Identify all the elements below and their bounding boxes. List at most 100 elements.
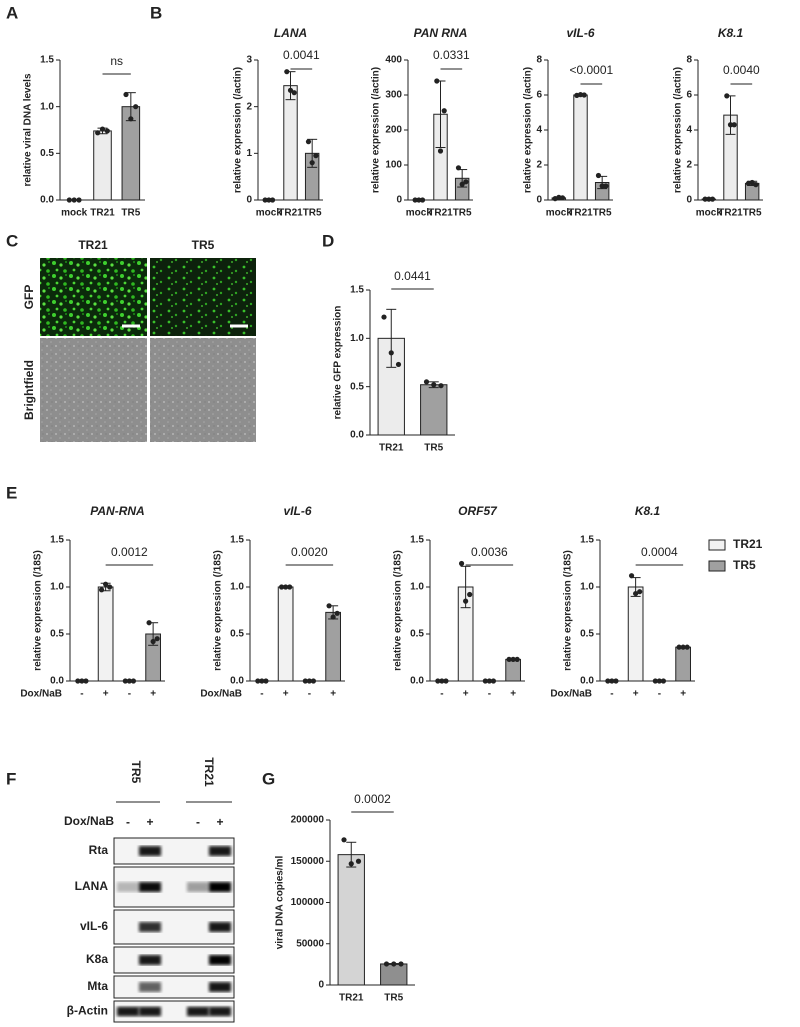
chart: 0.0 0.5 1.0 1.5 relative GFP expression TR21 T…	[333, 269, 455, 454]
y-axis-label: viral DNA copies/ml	[275, 856, 286, 950]
significance-label: 0.0004	[641, 545, 678, 559]
data-point	[684, 644, 690, 650]
blot-band	[187, 882, 209, 892]
x-tick-label: +	[463, 689, 469, 700]
data-point	[731, 122, 737, 128]
data-point	[306, 678, 312, 684]
western-blot: TR5 TR21 Dox/NaB - + - + Rta LANA vIL-6 K8a…	[64, 757, 235, 1023]
y-tick-label: 0.5	[50, 629, 64, 640]
group-label: TR5	[129, 761, 143, 784]
data-point	[150, 638, 156, 645]
chart: 0.0 0.5 1.0 1.5 relative expression (/18S) vI…	[200, 504, 345, 700]
data-point	[727, 122, 734, 128]
y-tick-label: 0.0	[230, 676, 244, 687]
y-tick-label: 0.5	[580, 629, 594, 640]
y-tick-label: 0.0	[580, 676, 594, 687]
blot-band	[139, 922, 161, 932]
x-tick-label: -	[80, 689, 83, 700]
x-tick-label: +	[330, 689, 336, 700]
bar	[277, 586, 294, 682]
data-point	[122, 678, 128, 684]
x-tick-label: TR5	[303, 208, 322, 219]
data-point	[463, 598, 469, 604]
chart-title: vIL-6	[283, 504, 311, 518]
y-tick-label: 0.5	[230, 629, 244, 640]
data-point	[510, 656, 516, 662]
data-point	[383, 961, 390, 967]
y-tick-label: 1.0	[410, 582, 424, 593]
data-point	[291, 90, 297, 96]
y-tick-label: 1	[246, 148, 252, 159]
treatment-label: Dox/NaB	[64, 814, 114, 828]
data-point	[128, 116, 134, 122]
chart-title: PAN-RNA	[90, 504, 144, 518]
y-tick-label: 6	[686, 90, 692, 101]
chart: 0 50000 100000 150000 200000 viral DNA copies…	[275, 792, 415, 1004]
y-axis-label: relative expression (/18S)	[393, 550, 404, 671]
blot-row-label: LANA	[75, 879, 109, 893]
legend-label: TR21	[733, 537, 763, 551]
bar	[675, 646, 691, 682]
bar	[420, 384, 448, 436]
y-tick-label: 8	[686, 55, 692, 66]
x-tick-label: TR5	[743, 208, 762, 219]
data-point	[348, 861, 354, 867]
y-axis-label: relative expression (/actin)	[371, 67, 382, 193]
data-point	[437, 148, 444, 154]
data-point	[255, 678, 261, 684]
legend-swatch	[708, 560, 726, 572]
data-point	[284, 69, 290, 75]
error-bar	[386, 308, 397, 368]
data-point	[66, 197, 72, 203]
data-point	[438, 383, 444, 389]
bar	[380, 963, 408, 986]
data-point	[506, 656, 512, 662]
x-tick-label: TR5	[593, 208, 612, 219]
bar	[283, 85, 298, 201]
x-tick-label: TR21	[90, 208, 115, 219]
chart-title: LANA	[274, 26, 307, 40]
y-tick-label: 200	[385, 125, 402, 136]
significance-label: 0.0040	[723, 63, 760, 77]
chart: 0.0 0.5 1.0 1.5 relative expression (/18S) K8…	[550, 504, 762, 699]
blot-band	[139, 955, 161, 965]
blot-strip	[113, 975, 235, 999]
y-tick-label: 0.0	[50, 676, 64, 687]
x-tick-label: +	[150, 689, 156, 700]
y-axis-label: relative expression (/actin)	[523, 67, 534, 193]
data-point	[269, 197, 276, 203]
data-point	[439, 678, 445, 684]
panel-label: D	[322, 231, 334, 250]
data-point	[381, 314, 387, 320]
data-point	[398, 961, 404, 967]
data-point	[123, 91, 129, 98]
significance-label: <0.0001	[569, 63, 613, 77]
y-tick-label: 0	[686, 195, 692, 206]
data-point	[395, 361, 402, 368]
data-point	[724, 93, 730, 99]
blot-band	[209, 982, 231, 992]
x-tick-label: TR5	[424, 443, 443, 454]
data-point	[514, 656, 520, 662]
data-point	[486, 678, 492, 684]
panel-label: B	[150, 3, 162, 22]
data-point	[416, 197, 422, 203]
significance-label: ns	[110, 54, 123, 68]
y-tick-label: 0	[396, 195, 402, 206]
data-point	[628, 573, 635, 579]
y-tick-label: 100	[385, 160, 402, 171]
data-point	[412, 197, 418, 203]
chart: 0.0 0.5 1.0 1.5 relative expression (/18S) OR…	[393, 504, 525, 700]
significance-label: 0.0441	[394, 269, 431, 283]
y-tick-label: 1.5	[350, 285, 364, 296]
y-tick-label: 6	[536, 90, 542, 101]
y-axis-label: relative expression (/actin)	[233, 67, 244, 193]
y-tick-label: 0.0	[40, 195, 54, 206]
x-tick-label: mock	[696, 208, 723, 219]
x-tick-label: +	[633, 689, 639, 700]
data-point	[71, 197, 77, 203]
y-tick-label: 50000	[296, 938, 324, 949]
y-axis-label: relative viral DNA levels	[23, 73, 34, 186]
legend-swatch	[708, 539, 726, 551]
